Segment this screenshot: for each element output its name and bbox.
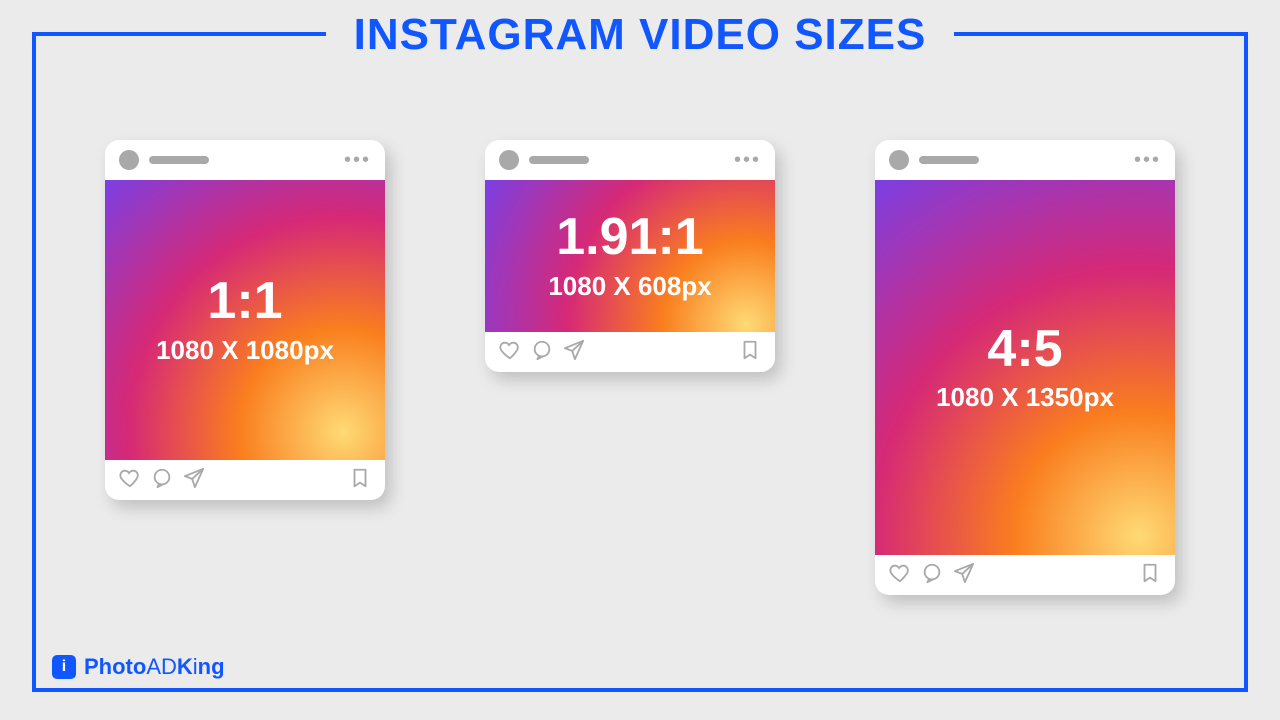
post-footer: [485, 332, 775, 372]
dimensions-label: 1080 X 1350px: [936, 382, 1114, 413]
post-media: 1:1 1080 X 1080px: [105, 180, 385, 460]
brand-text: PhotoADKing: [84, 654, 225, 680]
post-card: ••• 1.91:1 1080 X 608px: [485, 140, 775, 372]
heart-icon: [499, 339, 521, 366]
comment-icon: [921, 562, 943, 589]
bookmark-icon: [739, 339, 761, 366]
aspect-ratio-label: 1:1: [207, 274, 282, 329]
bookmark-icon: [349, 467, 371, 494]
share-icon: [183, 467, 205, 494]
comment-icon: [151, 467, 173, 494]
aspect-ratio-label: 1.91:1: [556, 210, 703, 265]
share-icon: [563, 339, 585, 366]
post-header: •••: [105, 140, 385, 180]
username-placeholder: [529, 156, 589, 164]
dimensions-label: 1080 X 608px: [548, 271, 711, 302]
post-header: •••: [875, 140, 1175, 180]
comment-icon: [531, 339, 553, 366]
post-media: 4:5 1080 X 1350px: [875, 180, 1175, 555]
share-icon: [953, 562, 975, 589]
post-card: ••• 4:5 1080 X 1350px: [875, 140, 1175, 595]
post-card: ••• 1:1 1080 X 1080px: [105, 140, 385, 500]
brand-badge-icon: i: [52, 655, 76, 679]
bookmark-icon: [1139, 562, 1161, 589]
post-media: 1.91:1 1080 X 608px: [485, 180, 775, 332]
avatar-icon: [119, 150, 139, 170]
dimensions-label: 1080 X 1080px: [156, 335, 334, 366]
avatar-icon: [889, 150, 909, 170]
aspect-ratio-label: 4:5: [987, 322, 1062, 377]
post-footer: [105, 460, 385, 500]
avatar-icon: [499, 150, 519, 170]
post-header: •••: [485, 140, 775, 180]
heart-icon: [119, 467, 141, 494]
post-footer: [875, 555, 1175, 595]
cards-row: ••• 1:1 1080 X 1080px •••: [0, 140, 1280, 595]
username-placeholder: [919, 156, 979, 164]
username-placeholder: [149, 156, 209, 164]
brand-logo: i PhotoADKing: [52, 654, 225, 680]
heart-icon: [889, 562, 911, 589]
